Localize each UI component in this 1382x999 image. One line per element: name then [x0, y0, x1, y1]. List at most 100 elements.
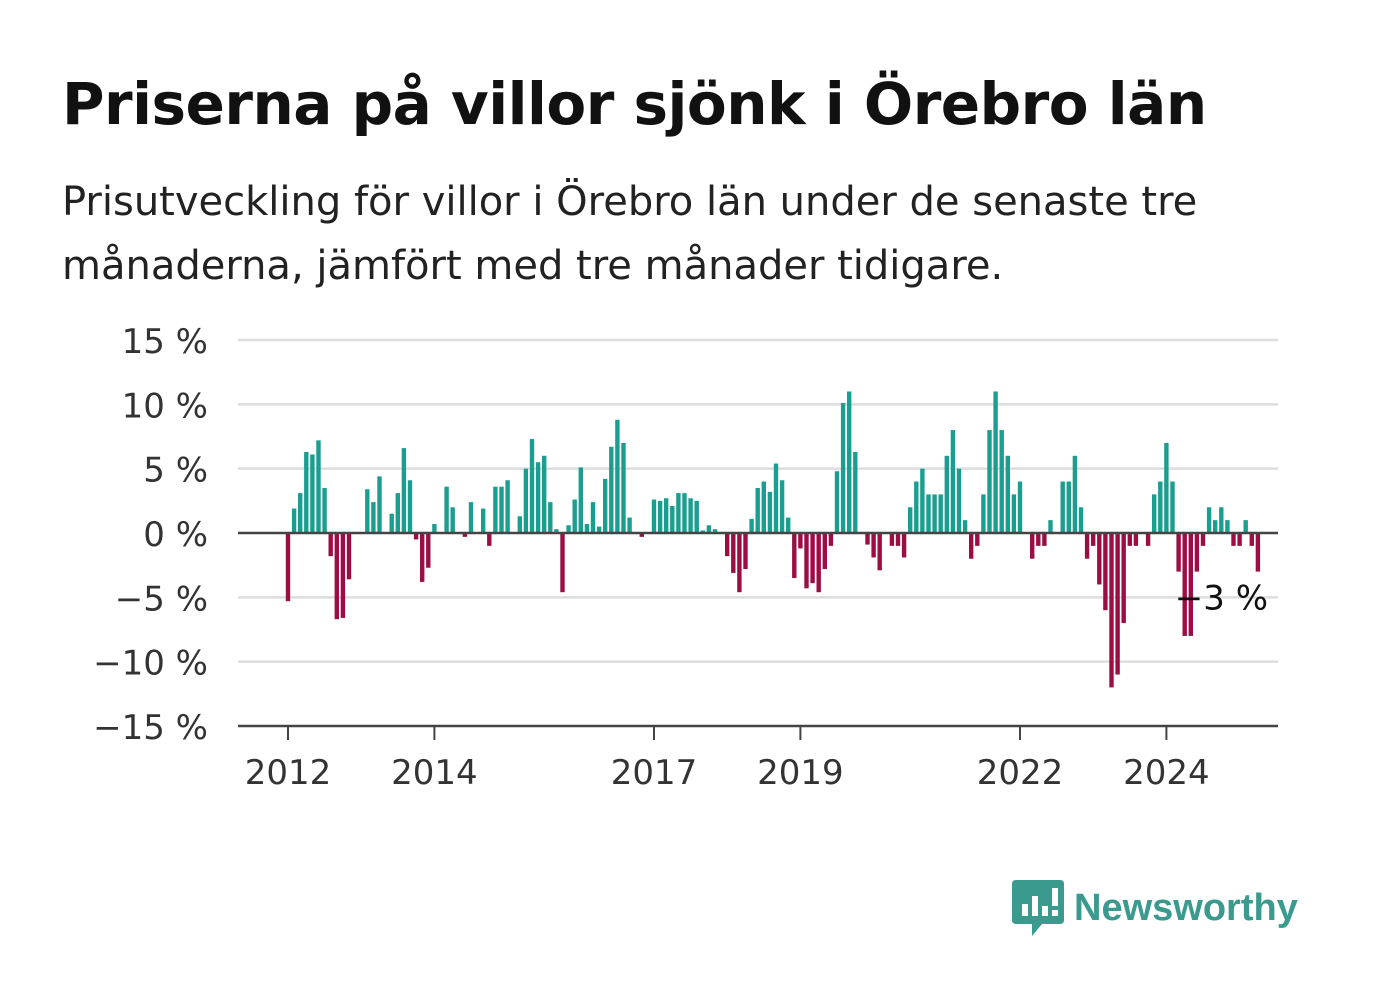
bar — [810, 533, 815, 584]
bar — [657, 500, 663, 533]
bar — [840, 403, 846, 533]
bar — [1225, 520, 1230, 533]
bar — [999, 430, 1004, 533]
chart-subtitle: Prisutveckling för villor i Örebro län u… — [62, 179, 1198, 289]
bar — [560, 533, 565, 593]
axis-labels: 15 % 10 % 5 % 0 % −5 % −10 % −15 % 2012 2014 2017… — [93, 322, 1268, 793]
bar — [389, 513, 394, 533]
bar — [468, 502, 474, 533]
bar — [542, 455, 547, 533]
bar — [834, 471, 840, 533]
bar — [1219, 507, 1224, 533]
bar — [767, 491, 773, 533]
bars — [285, 391, 1261, 688]
bar — [413, 533, 419, 540]
bar — [670, 505, 675, 533]
bar — [853, 451, 858, 533]
bar — [462, 533, 468, 537]
bar — [932, 494, 937, 533]
bar — [499, 486, 504, 533]
x-tick-label: 2024 — [1123, 753, 1210, 793]
bar — [304, 451, 309, 533]
bar — [743, 533, 748, 570]
bar — [725, 533, 730, 557]
bar — [548, 502, 553, 533]
x-tick-label: 2014 — [391, 753, 478, 793]
bar — [1188, 533, 1193, 636]
y-tick-label: −10 % — [93, 644, 208, 684]
bar — [603, 478, 608, 533]
bar — [822, 533, 827, 570]
bar — [901, 533, 907, 558]
bar — [962, 520, 968, 533]
bar — [1103, 533, 1108, 611]
bar — [706, 525, 712, 533]
bar — [779, 480, 785, 533]
bar — [1078, 507, 1084, 533]
bar — [908, 507, 913, 533]
bar — [346, 533, 352, 580]
bar — [291, 508, 297, 533]
newsworthy-icon — [1012, 880, 1064, 936]
x-tick-label: 2017 — [611, 753, 698, 793]
bar — [804, 533, 809, 589]
logo-text: Newsworthy — [1074, 886, 1298, 929]
bar — [1066, 481, 1071, 533]
bar — [578, 467, 583, 533]
y-tick-label: 15 % — [122, 322, 208, 362]
bar — [926, 494, 931, 533]
bar — [1231, 533, 1236, 546]
bar — [395, 493, 400, 533]
bar — [298, 493, 303, 533]
bar — [981, 494, 986, 533]
bar — [590, 502, 596, 533]
bar — [566, 525, 571, 533]
bar — [1200, 533, 1206, 546]
bar — [1017, 481, 1023, 533]
bar — [316, 440, 321, 533]
bar — [523, 468, 529, 533]
bar — [450, 507, 455, 533]
bar — [1255, 533, 1261, 572]
bar — [1164, 442, 1169, 533]
bar — [700, 530, 705, 533]
x-tick-label: 2012 — [245, 753, 332, 793]
bar — [1152, 494, 1157, 533]
bar — [444, 486, 449, 533]
bar — [1182, 533, 1187, 636]
bar — [737, 533, 742, 593]
bar — [1237, 533, 1242, 546]
bar — [847, 391, 852, 533]
bar — [749, 518, 754, 533]
bar — [1084, 533, 1090, 559]
bar — [969, 533, 974, 559]
y-tick-label: 5 % — [143, 451, 208, 491]
bar — [816, 533, 821, 593]
bar — [322, 487, 327, 533]
bar — [401, 448, 407, 533]
bar — [682, 493, 687, 533]
bar — [950, 430, 956, 533]
bar — [1145, 533, 1151, 546]
bar — [676, 493, 681, 533]
bar — [761, 481, 766, 533]
bar — [975, 533, 980, 546]
y-tick-label: −15 % — [93, 708, 208, 748]
bar — [535, 462, 541, 533]
bar — [914, 481, 919, 533]
bar — [529, 439, 535, 533]
bar — [615, 419, 620, 533]
bar — [1121, 533, 1126, 624]
y-tick-label: −5 % — [115, 579, 208, 619]
bar — [938, 494, 943, 533]
chart-title: Priserna på villor sjönk i Örebro län — [62, 70, 1207, 138]
bar — [944, 455, 949, 533]
bar — [487, 533, 492, 546]
bar — [1030, 533, 1035, 559]
bar — [1176, 533, 1181, 572]
bar — [621, 442, 626, 533]
bar — [584, 523, 590, 533]
newsworthy-logo[interactable]: Newsworthy — [1010, 878, 1298, 938]
bar — [1005, 455, 1010, 533]
bar — [1011, 494, 1017, 533]
